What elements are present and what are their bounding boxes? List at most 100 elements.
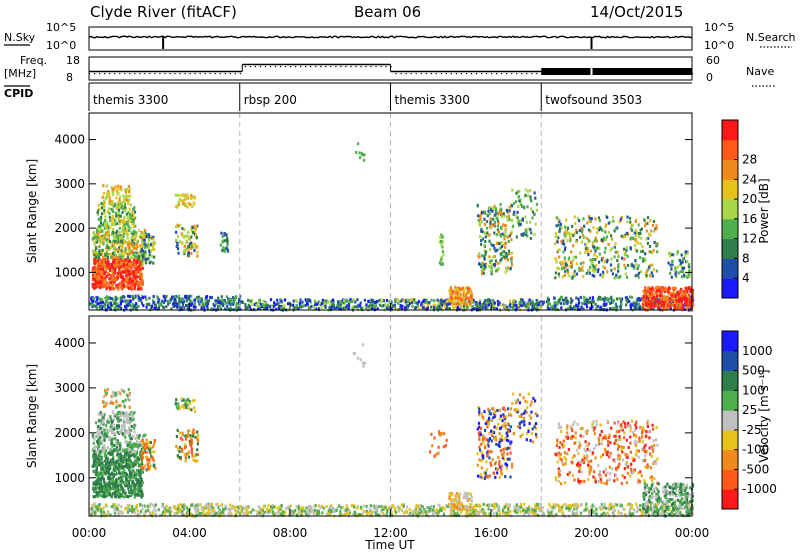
- power-cell: [555, 224, 558, 228]
- power-cell: [619, 275, 622, 279]
- power-cell: [509, 232, 512, 236]
- nave-dot: [330, 66, 332, 68]
- velocity-cell: [105, 424, 108, 427]
- power-cell: [442, 301, 445, 305]
- power-cell: [599, 296, 602, 299]
- power-cell: [107, 271, 110, 275]
- velocity-cell: [119, 462, 123, 465]
- power-cell: [225, 246, 228, 250]
- power-cell: [134, 255, 137, 258]
- nave-dot: [89, 73, 91, 75]
- power-cell: [667, 261, 670, 265]
- power-cell: [439, 307, 442, 311]
- power-cell: [561, 241, 564, 245]
- power-cell: [513, 210, 516, 214]
- power-cell: [183, 234, 187, 238]
- power-cell: [652, 220, 655, 224]
- power-cell: [481, 261, 484, 265]
- power-cell: [637, 232, 641, 235]
- power-cell: [108, 198, 111, 202]
- velocity-cell: [118, 418, 121, 422]
- power-cell: [295, 304, 298, 307]
- power-cell: [649, 292, 652, 296]
- power-cell: [639, 298, 642, 302]
- velocity-cell: [104, 464, 107, 468]
- power-cell: [602, 256, 605, 260]
- power-colorbar-segment-3: [722, 218, 738, 240]
- velocity-cell: [93, 481, 96, 485]
- power-cell: [449, 290, 452, 294]
- power-cell: [136, 265, 139, 269]
- nave-dot: [269, 66, 272, 68]
- velocity-cell: [124, 492, 127, 495]
- power-cell: [104, 276, 107, 280]
- power-cell: [119, 235, 122, 239]
- power-cell: [180, 241, 184, 245]
- velocity-cell: [116, 493, 119, 497]
- power-cell: [118, 226, 121, 230]
- power-cell: [617, 263, 620, 267]
- power-cell: [106, 243, 109, 247]
- power-cell: [152, 242, 155, 246]
- power-cell: [688, 269, 691, 273]
- power-cell: [546, 304, 549, 308]
- velocity-cell: [131, 475, 135, 479]
- velocity-cell: [100, 468, 103, 472]
- power-cell: [660, 299, 663, 302]
- power-cell: [97, 217, 100, 221]
- velocity-cell: [106, 446, 109, 449]
- power-cell: [452, 307, 455, 311]
- velocity-cell: [118, 470, 121, 474]
- power-cell: [133, 304, 136, 308]
- power-cell: [263, 301, 267, 305]
- power-cell: [570, 301, 573, 304]
- power-cell: [582, 307, 585, 311]
- power-cell: [603, 296, 607, 300]
- velocity-cell: [137, 493, 140, 497]
- power-cell: [90, 296, 93, 300]
- power-cell: [579, 267, 582, 271]
- power-cell: [361, 153, 364, 157]
- power-cell: [382, 304, 385, 308]
- velocity-cell: [100, 455, 103, 459]
- power-cell: [106, 224, 109, 228]
- nave-dot: [139, 73, 141, 75]
- power-cell: [138, 275, 141, 279]
- power-cell: [399, 299, 402, 303]
- power-cell: [458, 293, 461, 297]
- power-cell: [508, 209, 511, 213]
- power-cell: [441, 250, 444, 254]
- velocity-cell: [103, 435, 107, 439]
- velocity-cell: [98, 442, 102, 446]
- power-cell: [622, 235, 625, 239]
- power-cell: [133, 206, 136, 210]
- power-cell: [640, 236, 643, 240]
- power-cell: [652, 307, 655, 311]
- velocity-cell: [123, 495, 126, 499]
- power-cell: [129, 272, 132, 276]
- power-cell: [225, 239, 228, 242]
- power-cell: [210, 295, 213, 299]
- power-cell: [455, 289, 458, 293]
- power-cell: [122, 282, 125, 286]
- power-cell: [525, 304, 528, 308]
- power-cell: [496, 261, 499, 265]
- power-cell: [119, 262, 122, 266]
- power-cell: [498, 261, 501, 265]
- power-cell: [479, 235, 482, 238]
- power-cell: [569, 307, 573, 311]
- power-cell: [201, 301, 204, 305]
- power-cell: [399, 305, 402, 309]
- power-cell: [122, 295, 125, 299]
- power-cell: [643, 257, 646, 261]
- power-cell: [132, 262, 135, 266]
- power-cell: [147, 238, 151, 242]
- power-cell: [104, 300, 107, 304]
- power-cell: [114, 299, 117, 303]
- power-cell: [184, 202, 187, 206]
- power-cell: [111, 286, 114, 290]
- power-cell: [354, 305, 357, 309]
- velocity-cell: [137, 478, 140, 482]
- power-cell: [414, 301, 417, 305]
- power-cell: [560, 306, 563, 310]
